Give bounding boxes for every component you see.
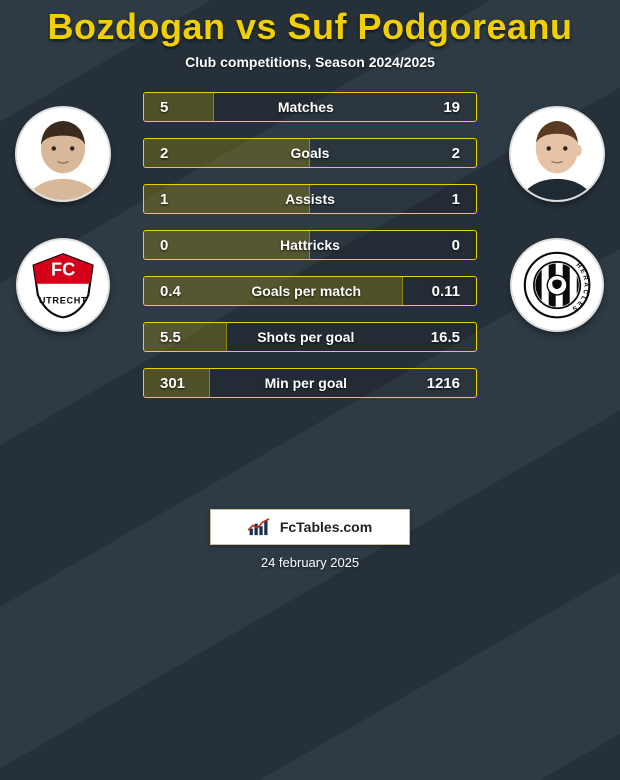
- bar-chart-icon: [248, 517, 274, 537]
- left-club-badge: FC UTRECHT: [18, 240, 108, 330]
- page-title: Bozdogan vs Suf Podgoreanu: [47, 6, 572, 48]
- stat-left-value: 1: [160, 191, 168, 208]
- fc-utrecht-badge-icon: FC UTRECHT: [28, 250, 98, 320]
- stat-right-value: 16.5: [431, 329, 460, 346]
- stat-row: 2 Goals 2: [143, 138, 477, 168]
- stat-row: 301 Min per goal 1216: [143, 368, 477, 398]
- right-player-avatar: [511, 108, 603, 200]
- stat-row: 0.4 Goals per match 0.11: [143, 276, 477, 306]
- stat-right-value: 1216: [427, 375, 460, 392]
- stat-label: Matches: [278, 99, 334, 115]
- stat-row-fill: [144, 323, 227, 351]
- right-club-badge: HERACLES: [512, 240, 602, 330]
- stat-left-value: 2: [160, 145, 168, 162]
- heracles-badge-icon: HERACLES: [522, 250, 592, 320]
- svg-text:UTRECHT: UTRECHT: [39, 295, 87, 305]
- stat-label: Assists: [285, 191, 335, 207]
- stat-right-value: 0: [452, 237, 460, 254]
- left-side: FC UTRECHT: [13, 108, 113, 330]
- comparison-panel: FC UTRECHT: [8, 88, 612, 505]
- stat-row: 1 Assists 1: [143, 184, 477, 214]
- stat-right-value: 0.11: [432, 283, 460, 300]
- svg-text:FC: FC: [51, 258, 75, 279]
- stat-left-value: 301: [160, 375, 185, 392]
- stat-left-value: 0.4: [160, 283, 181, 300]
- stat-rows: 5 Matches 19 2 Goals 2 1 Assists 1 0 Hattricks 0 0.4…: [143, 92, 477, 398]
- brand-badge: FcTables.com: [210, 509, 410, 545]
- stat-row: 5 Matches 19: [143, 92, 477, 122]
- stat-row-fill: [144, 93, 214, 121]
- player-silhouette-icon: [17, 108, 109, 200]
- stat-label: Min per goal: [265, 375, 347, 391]
- stat-right-value: 19: [443, 99, 460, 116]
- stat-label: Shots per goal: [257, 329, 354, 345]
- stat-left-value: 0: [160, 237, 168, 254]
- stat-right-value: 2: [452, 145, 460, 162]
- stat-left-value: 5: [160, 99, 168, 116]
- stat-right-value: 1: [452, 191, 460, 208]
- stat-label: Goals: [291, 145, 330, 161]
- stat-label: Goals per match: [251, 283, 361, 299]
- left-player-avatar: [17, 108, 109, 200]
- stat-row-fill: [144, 139, 310, 167]
- brand-text: FcTables.com: [280, 519, 372, 535]
- stat-row: 5.5 Shots per goal 16.5: [143, 322, 477, 352]
- player-silhouette-icon: [511, 108, 603, 200]
- stat-label: Hattricks: [280, 237, 340, 253]
- footer-date: 24 february 2025: [261, 555, 359, 570]
- subtitle: Club competitions, Season 2024/2025: [185, 54, 435, 70]
- right-side: HERACLES: [507, 108, 607, 330]
- stat-left-value: 5.5: [160, 329, 181, 346]
- stat-row: 0 Hattricks 0: [143, 230, 477, 260]
